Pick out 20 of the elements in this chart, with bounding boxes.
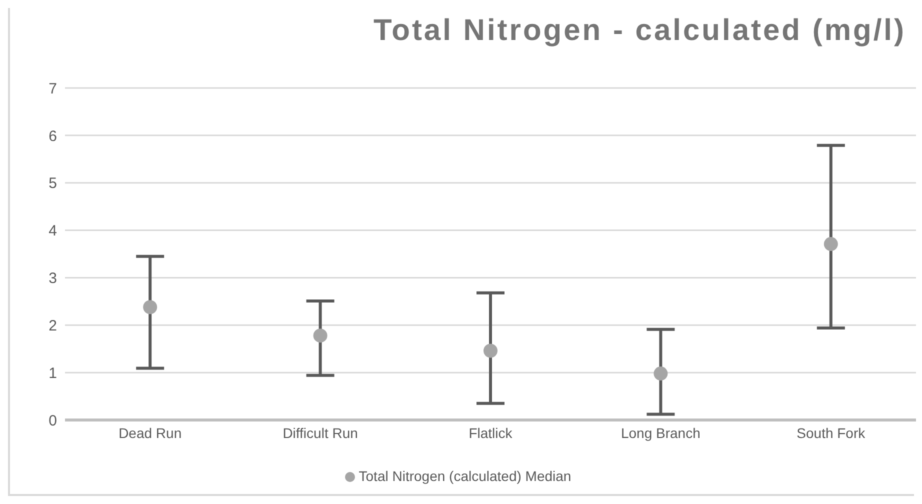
y-tick-label: 6 (48, 128, 57, 145)
point (143, 300, 158, 314)
y-tick-label: 2 (48, 317, 57, 334)
y-tick-label: 3 (48, 270, 57, 288)
y-tick-label: 0 (48, 412, 57, 430)
legend-label: Total Nitrogen (calculated) Median (358, 468, 572, 484)
point (824, 237, 838, 252)
x-tick-label: South Fork (796, 424, 866, 441)
y-tick-label: 7 (48, 80, 57, 98)
chart-title: Total Nitrogen - calculated (mg/l) (372, 14, 906, 48)
y-tick-label: 5 (48, 175, 57, 192)
y-tick-label: 1 (48, 364, 57, 382)
point (484, 344, 498, 358)
point (313, 328, 328, 343)
x-tick-label: Dead Run (118, 424, 182, 441)
x-tick-label: Flatlick (468, 424, 514, 441)
y-tick-label: 4 (48, 222, 57, 240)
x-tick-label: Difficult Run (282, 424, 358, 441)
point (654, 366, 668, 381)
x-tick-label: Long Branch (620, 424, 700, 441)
